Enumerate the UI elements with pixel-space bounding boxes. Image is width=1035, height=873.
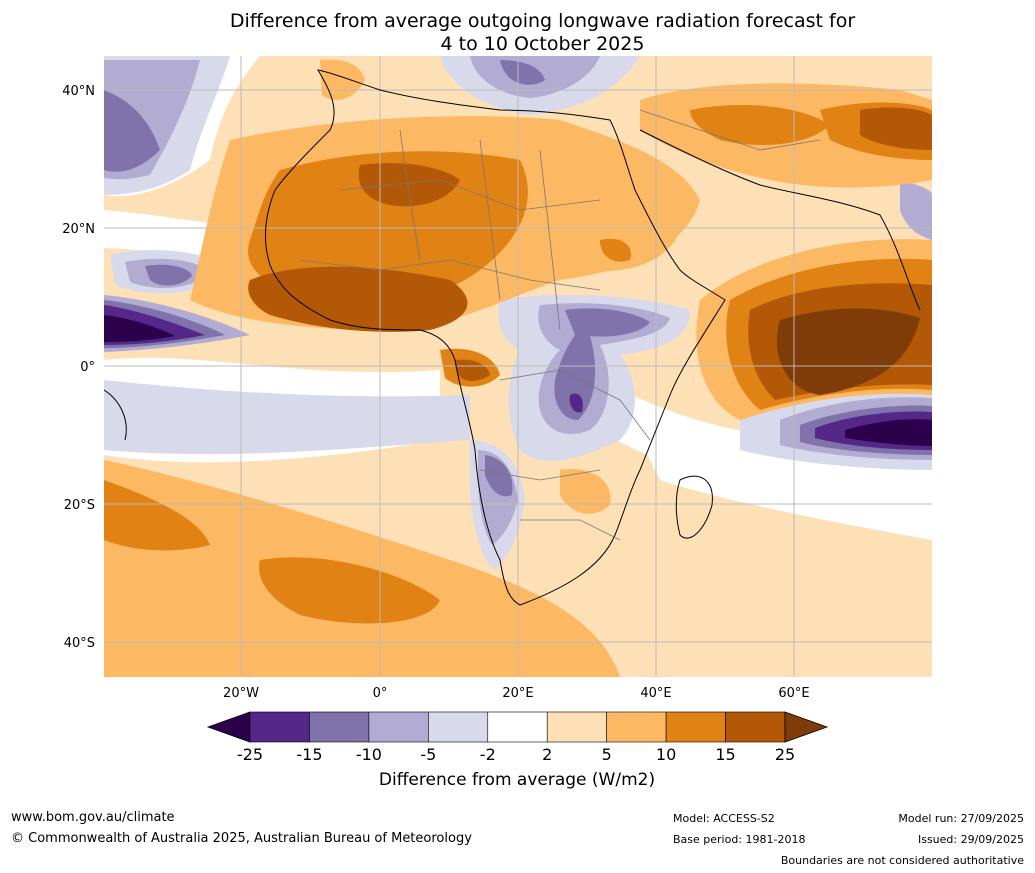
colorbar-bin — [428, 711, 489, 743]
colorbar-tick-label: 15 — [715, 745, 735, 764]
colorbar-tick-label: 2 — [542, 745, 552, 764]
colorbar-extend-low — [206, 711, 251, 743]
title-line-1: Difference from average outgoing longwav… — [229, 10, 856, 32]
footer-model: Model: ACCESS-S2 — [673, 812, 775, 825]
colorbar-tick-label: 5 — [602, 745, 612, 764]
map-title: Difference from average outgoing longwav… — [0, 10, 1035, 56]
colorbar-bin — [665, 711, 726, 743]
footer-disclaimer: Boundaries are not considered authoritat… — [780, 854, 1024, 867]
lat-label: 20°N — [62, 222, 95, 237]
lat-label: 40°S — [64, 636, 95, 651]
colorbar-tick-label: -15 — [296, 745, 322, 764]
footer-url: www.bom.gov.au/climate — [11, 810, 175, 825]
colorbar-tick-label: 10 — [656, 745, 676, 764]
colorbar-tick-label: -2 — [480, 745, 496, 764]
map-panel — [104, 56, 932, 677]
lon-label: 60°E — [778, 686, 809, 701]
longitude-labels: 20°W 0° 20°E 40°E 60°E — [223, 686, 810, 701]
colorbar-tick-label: 25 — [775, 745, 795, 764]
graticule — [104, 56, 932, 677]
colorbar-title: Difference from average (W/m2) — [379, 770, 655, 790]
lon-label: 0° — [373, 686, 388, 701]
colorbar-bin — [309, 711, 370, 743]
footer-copyright: © Commonwealth of Australia 2025, Austra… — [11, 831, 472, 846]
country-borders — [299, 109, 821, 541]
colorbar: -25 -15 -10 -5 -2 2 5 10 15 25 — [206, 711, 829, 764]
lat-label: 20°S — [64, 498, 95, 513]
lat-label: 40°N — [62, 84, 95, 99]
title-line-2: 4 to 10 October 2025 — [440, 33, 645, 55]
lon-label: 20°E — [502, 686, 533, 701]
colorbar-bin — [487, 711, 548, 743]
colorbar-bin — [725, 711, 786, 743]
lat-label: 0° — [80, 360, 95, 375]
colorbar-bin — [606, 711, 667, 743]
colorbar-bin — [368, 711, 429, 743]
footer-model-run: Model run: 27/09/2025 — [898, 812, 1024, 825]
colorbar-extend-high — [784, 711, 829, 743]
latitude-labels: 40°N 20°N 0° 20°S 40°S — [62, 84, 95, 651]
colorbar-tick-label: -10 — [356, 745, 382, 764]
colorbar-tick-label: -5 — [420, 745, 436, 764]
footer-base-period: Base period: 1981-2018 — [673, 833, 806, 846]
colorbar-bin — [546, 711, 607, 743]
colorbar-tick-label: -25 — [237, 745, 263, 764]
lon-label: 40°E — [640, 686, 671, 701]
lon-label: 20°W — [223, 686, 259, 701]
footer-issued: Issued: 29/09/2025 — [917, 833, 1024, 846]
colorbar-bin — [249, 711, 310, 743]
coastlines — [104, 69, 921, 606]
